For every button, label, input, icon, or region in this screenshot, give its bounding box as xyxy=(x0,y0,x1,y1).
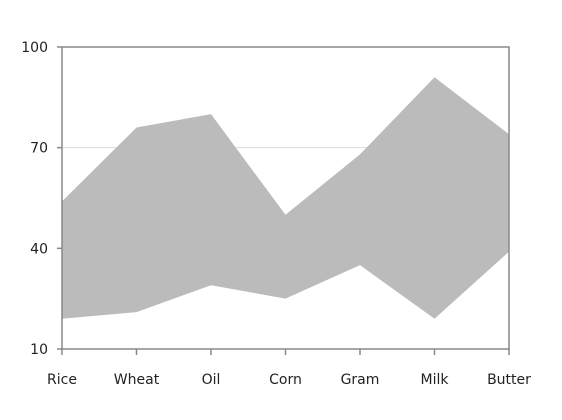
x-tick-label-oil: Oil xyxy=(202,372,221,388)
x-tick-label-gram: Gram xyxy=(341,372,380,388)
range-area-series-0 xyxy=(62,77,509,319)
y-tick-label-10: 10 xyxy=(30,342,48,358)
y-tick-label-70: 70 xyxy=(30,141,48,157)
x-tick-label-wheat: Wheat xyxy=(114,372,160,388)
x-tick-label-rice: Rice xyxy=(47,372,77,388)
axis-layer xyxy=(57,46,510,355)
x-tick-label-milk: Milk xyxy=(421,372,450,388)
area-layer xyxy=(62,77,509,319)
y-tick-label-40: 40 xyxy=(30,241,48,257)
label-layer: 10 40 70 100 Rice Wheat Oil Corn Gram Milk Butter xyxy=(21,40,531,388)
y-tick-label-100: 100 xyxy=(21,40,48,56)
x-tick-label-corn: Corn xyxy=(269,372,302,388)
x-tick-label-butter: Butter xyxy=(487,372,531,388)
